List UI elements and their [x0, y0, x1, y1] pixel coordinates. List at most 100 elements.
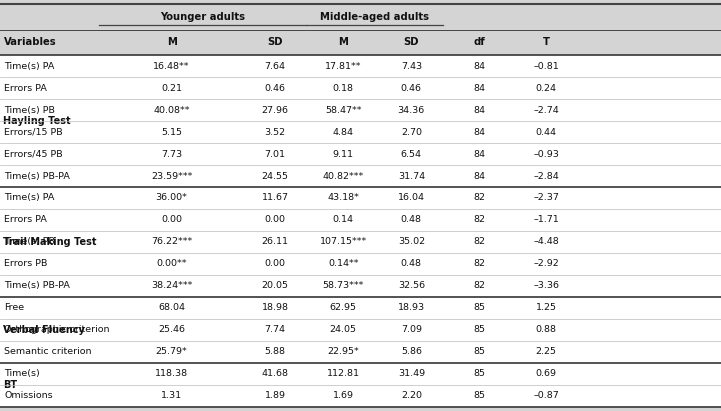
Text: 0.46: 0.46 [401, 83, 422, 92]
Text: 34.36: 34.36 [398, 106, 425, 115]
Text: Verbal Fluency: Verbal Fluency [3, 325, 85, 335]
Text: –1.71: –1.71 [534, 215, 559, 224]
Bar [0, 231, 721, 253]
Text: 0.14: 0.14 [332, 215, 354, 224]
Text: 85: 85 [473, 347, 485, 356]
Text: 5.88: 5.88 [265, 347, 286, 356]
Bar [0, 209, 721, 231]
Text: SD: SD [404, 37, 419, 47]
Text: 107.15***: 107.15*** [319, 238, 367, 247]
Text: 1.69: 1.69 [332, 391, 354, 400]
Text: 18.93: 18.93 [398, 303, 425, 312]
Text: BT: BT [3, 380, 17, 390]
Text: 82: 82 [473, 215, 485, 224]
Bar [0, 121, 721, 143]
Text: –0.81: –0.81 [534, 62, 559, 71]
Text: 84: 84 [473, 106, 485, 115]
Text: 16.04: 16.04 [398, 194, 425, 203]
Text: 32.56: 32.56 [398, 282, 425, 291]
Text: Time(s) PA: Time(s) PA [4, 62, 55, 71]
Text: 7.73: 7.73 [161, 150, 182, 159]
Text: Omissions: Omissions [4, 391, 53, 400]
Text: 0.14**: 0.14** [328, 259, 358, 268]
Text: 7.01: 7.01 [265, 150, 286, 159]
Text: Hayling Test: Hayling Test [3, 116, 71, 126]
Text: Time(s) PB: Time(s) PB [4, 106, 56, 115]
Text: 76.22***: 76.22*** [151, 238, 193, 247]
Text: 7.74: 7.74 [265, 326, 286, 335]
Text: 26.11: 26.11 [262, 238, 288, 247]
Text: –3.36: –3.36 [533, 282, 559, 291]
Bar [0, 275, 721, 297]
Text: 25.46: 25.46 [158, 326, 185, 335]
Bar [0, 99, 721, 121]
Text: 2.25: 2.25 [536, 347, 557, 356]
Bar [0, 385, 721, 407]
Text: Time(s) PB-PA: Time(s) PB-PA [4, 282, 70, 291]
Text: df: df [473, 37, 485, 47]
Bar [0, 297, 721, 319]
Text: 6.54: 6.54 [401, 150, 422, 159]
Text: 20.05: 20.05 [262, 282, 288, 291]
Text: 23.59***: 23.59*** [151, 171, 193, 180]
Text: 31.49: 31.49 [398, 369, 425, 379]
Text: Errors PA: Errors PA [4, 215, 47, 224]
Text: 27.96: 27.96 [262, 106, 288, 115]
Text: –0.93: –0.93 [534, 150, 559, 159]
Text: 0.00: 0.00 [265, 215, 286, 224]
Text: 4.84: 4.84 [332, 127, 354, 136]
Text: Orthographic criterion: Orthographic criterion [4, 326, 110, 335]
Bar [0, 319, 721, 341]
Text: 84: 84 [473, 150, 485, 159]
Text: Errors PB: Errors PB [4, 259, 48, 268]
Text: 84: 84 [473, 127, 485, 136]
Text: 85: 85 [473, 303, 485, 312]
Text: 25.79*: 25.79* [156, 347, 187, 356]
Text: M: M [338, 37, 348, 47]
Text: 0.88: 0.88 [536, 326, 557, 335]
Text: 3.52: 3.52 [265, 127, 286, 136]
Text: 41.68: 41.68 [262, 369, 288, 379]
Text: 7.64: 7.64 [265, 62, 286, 71]
Text: 7.43: 7.43 [401, 62, 422, 71]
Text: Variables: Variables [4, 37, 56, 47]
Text: 31.74: 31.74 [398, 171, 425, 180]
Text: 40.08**: 40.08** [154, 106, 190, 115]
Text: Errors PA: Errors PA [4, 83, 47, 92]
Text: 118.38: 118.38 [155, 369, 188, 379]
Text: Errors/45 PB: Errors/45 PB [4, 150, 63, 159]
Text: –2.74: –2.74 [534, 106, 559, 115]
Text: 0.00: 0.00 [265, 259, 286, 268]
Text: 9.11: 9.11 [332, 150, 354, 159]
Text: Trail Making Test: Trail Making Test [3, 237, 97, 247]
Bar [0, 143, 721, 165]
Text: 0.21: 0.21 [161, 83, 182, 92]
Bar [0, 30, 721, 55]
Text: 11.67: 11.67 [262, 194, 288, 203]
Text: 58.73***: 58.73*** [322, 282, 364, 291]
Text: Middle-aged adults: Middle-aged adults [320, 12, 429, 22]
Text: 7.09: 7.09 [401, 326, 422, 335]
Text: –2.92: –2.92 [534, 259, 559, 268]
Text: 1.31: 1.31 [161, 391, 182, 400]
Text: –2.84: –2.84 [534, 171, 559, 180]
Text: 0.00**: 0.00** [156, 259, 187, 268]
Text: 16.48**: 16.48** [154, 62, 190, 71]
Text: 82: 82 [473, 282, 485, 291]
Text: 0.48: 0.48 [401, 259, 422, 268]
Text: 1.89: 1.89 [265, 391, 286, 400]
Bar [0, 4, 721, 30]
Text: –4.48: –4.48 [534, 238, 559, 247]
Bar [0, 77, 721, 99]
Bar [0, 341, 721, 363]
Text: 0.18: 0.18 [332, 83, 354, 92]
Text: –2.37: –2.37 [534, 194, 559, 203]
Text: 0.00: 0.00 [161, 215, 182, 224]
Text: 17.81**: 17.81** [325, 62, 361, 71]
Text: 85: 85 [473, 369, 485, 379]
Text: 84: 84 [473, 171, 485, 180]
Text: 62.95: 62.95 [329, 303, 357, 312]
Text: Time(s) PA: Time(s) PA [4, 194, 55, 203]
Bar [0, 363, 721, 385]
Text: Time(s): Time(s) [4, 369, 40, 379]
